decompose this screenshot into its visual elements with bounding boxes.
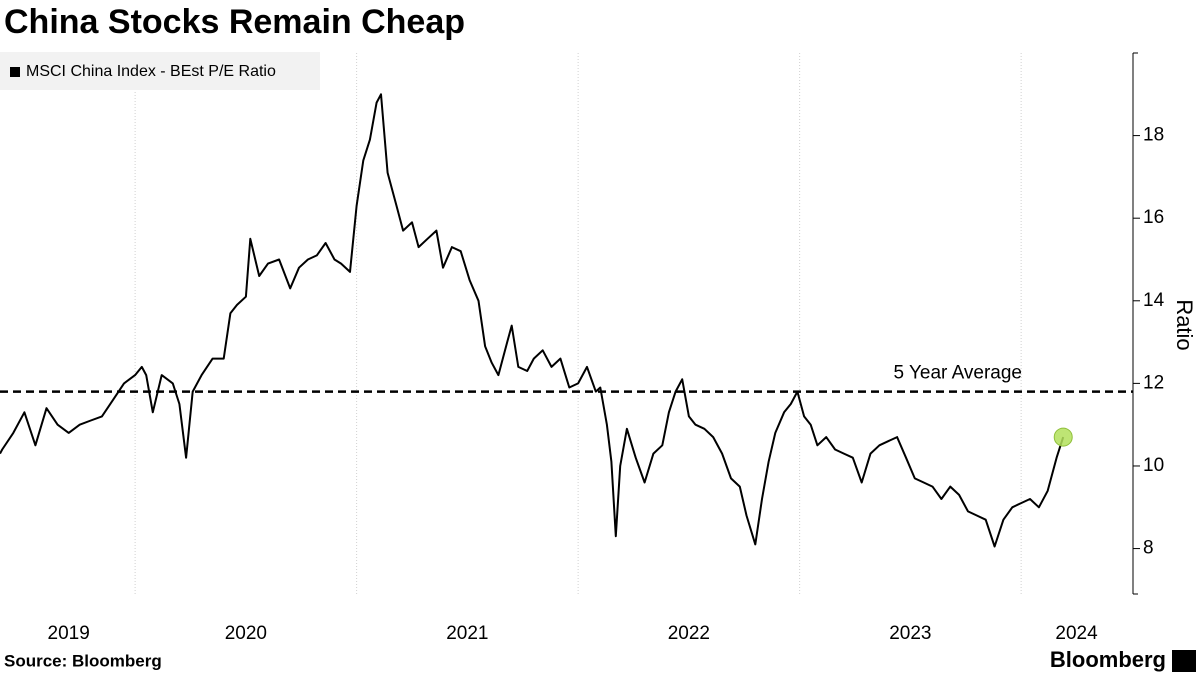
x-tick-label: 2020 — [225, 623, 267, 644]
y-tick-label: 8 — [1143, 538, 1154, 559]
x-tick-label: 2023 — [889, 623, 931, 644]
legend-box — [0, 52, 320, 90]
x-tick-label: 2019 — [48, 623, 90, 644]
y-tick-label: 10 — [1143, 455, 1164, 476]
y-tick-label: 14 — [1143, 290, 1165, 311]
reference-label: 5 Year Average — [893, 363, 1022, 384]
y-tick-label: 18 — [1143, 125, 1164, 146]
brand-icon — [1172, 650, 1196, 672]
y-tick-label: 12 — [1143, 372, 1164, 393]
x-tick-label: 2021 — [446, 623, 488, 644]
chart-title: China Stocks Remain Cheap — [4, 3, 465, 41]
source: Source: Bloomberg — [4, 651, 162, 670]
y-axis-title: Ratio — [1172, 299, 1197, 350]
brand: Bloomberg — [1050, 647, 1166, 672]
y-tick-label: 16 — [1143, 207, 1164, 228]
x-tick-label: 2024 — [1055, 623, 1098, 644]
legend-label: MSCI China Index - BEst P/E Ratio — [26, 63, 276, 80]
legend-swatch — [10, 67, 20, 77]
highlight-point — [1053, 427, 1073, 447]
x-tick-label: 2022 — [668, 623, 710, 644]
line-series — [0, 93, 1065, 548]
